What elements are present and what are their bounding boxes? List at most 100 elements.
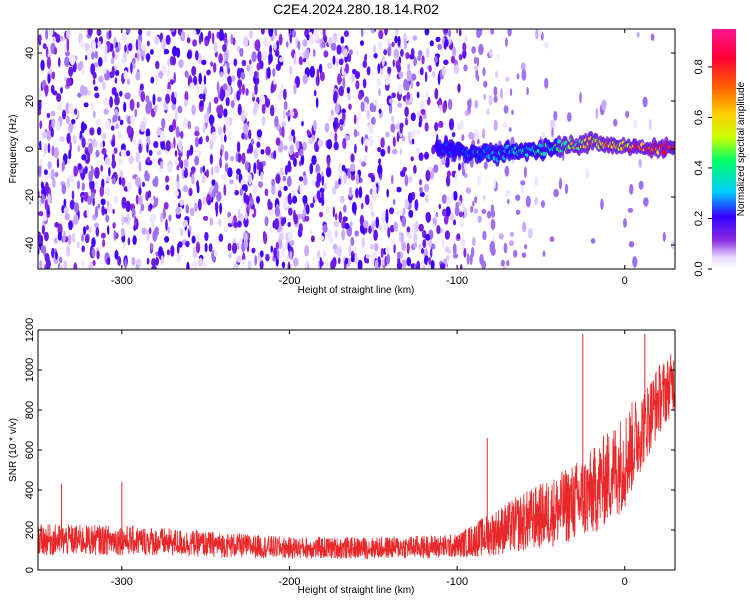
x-tick-label: -100 — [446, 275, 468, 287]
heatmap-cell — [323, 183, 328, 190]
heatmap-cell — [433, 56, 438, 64]
heatmap-cell — [117, 256, 122, 266]
heatmap-cell — [406, 91, 411, 101]
heatmap-cell — [150, 49, 154, 55]
heatmap-cell — [344, 257, 349, 265]
heatmap-cell — [244, 161, 249, 171]
heatmap-cell — [155, 197, 159, 205]
heatmap-cell — [281, 217, 285, 227]
heatmap-cell — [174, 190, 179, 197]
heatmap-cell — [88, 262, 94, 269]
y-tick-label: 0 — [24, 146, 36, 152]
heatmap-cell — [183, 158, 189, 169]
heatmap-cell — [192, 39, 198, 47]
heatmap-cell — [139, 208, 142, 215]
heatmap-cell — [425, 89, 429, 101]
heatmap-cell — [454, 172, 458, 183]
heatmap-cell — [308, 138, 314, 145]
heatmap-cell — [123, 70, 128, 80]
heatmap-cell — [63, 260, 68, 269]
heatmap-cell — [443, 59, 449, 66]
heatmap-cell — [137, 39, 142, 52]
heatmap-cell — [135, 264, 139, 269]
heatmap-cell — [146, 228, 150, 241]
heatmap-cell — [88, 227, 92, 233]
heatmap-cell — [196, 233, 201, 241]
heatmap-cell — [375, 216, 380, 229]
heatmap-cell — [83, 226, 87, 236]
heatmap-x-label: Height of straight line (km) — [298, 285, 415, 296]
heatmap-cell — [422, 239, 427, 249]
heatmap-cell — [295, 140, 300, 151]
heatmap-cell — [112, 50, 115, 59]
heatmap-cell — [380, 137, 385, 149]
heatmap-cell — [304, 259, 308, 269]
heatmap-cell — [56, 157, 60, 169]
heatmap-cell — [319, 235, 325, 241]
heatmap-cell — [182, 185, 189, 193]
heatmap-cell — [146, 40, 150, 47]
heatmap-cell — [43, 169, 48, 176]
heatmap-cell — [153, 105, 158, 113]
heatmap-cell — [110, 125, 115, 131]
heatmap-cell — [158, 246, 163, 256]
heatmap-cell — [284, 165, 288, 176]
heatmap-cell — [55, 120, 61, 131]
y-tick-label: 1000 — [24, 358, 36, 382]
heatmap-cell — [333, 220, 340, 228]
heatmap-cell — [45, 181, 49, 194]
heatmap-cell — [192, 75, 198, 86]
heatmap-cell — [38, 99, 42, 111]
heatmap-cell — [343, 172, 347, 185]
heatmap-cell — [497, 53, 500, 60]
heatmap-cell — [151, 218, 155, 229]
heatmap-cell — [219, 90, 225, 102]
heatmap-cell — [361, 136, 364, 145]
heatmap-cell — [218, 233, 224, 242]
heatmap-cell — [50, 127, 54, 138]
heatmap-cell — [325, 166, 332, 178]
heatmap-cell — [182, 220, 188, 228]
heatmap-cell — [103, 68, 107, 74]
heatmap-cell — [311, 179, 316, 186]
heatmap-cell — [354, 71, 361, 79]
heatmap-cell — [195, 241, 201, 254]
heatmap-cell — [92, 196, 95, 207]
heatmap-ridge-cell — [672, 145, 675, 149]
y-tick-label: -20 — [24, 189, 36, 205]
heatmap-cell — [114, 70, 120, 76]
heatmap-cell — [243, 192, 247, 204]
heatmap-cell — [152, 230, 158, 242]
heatmap-cell — [45, 261, 49, 269]
heatmap-cell — [488, 94, 493, 107]
snr-line — [38, 354, 675, 560]
heatmap-cell — [390, 239, 396, 245]
heatmap-cell — [474, 196, 478, 204]
heatmap-cell — [222, 44, 227, 52]
heatmap-cell — [351, 201, 357, 214]
heatmap-cell — [177, 139, 183, 151]
heatmap-cell — [220, 134, 224, 144]
heatmap-cell — [248, 203, 252, 210]
heatmap-cell — [147, 190, 152, 199]
heatmap-cell — [468, 98, 472, 108]
heatmap-cell — [66, 177, 70, 189]
heatmap-cell — [180, 130, 184, 139]
heatmap-cell — [332, 32, 338, 43]
heatmap-cell — [184, 70, 189, 78]
heatmap-cell — [332, 186, 337, 195]
heatmap-cell — [511, 109, 514, 115]
heatmap-cell — [288, 134, 294, 142]
heatmap-cell — [77, 163, 82, 170]
heatmap-cell — [284, 255, 290, 262]
heatmap-cell — [342, 76, 346, 89]
heatmap-cell — [503, 242, 508, 254]
heatmap-cell — [68, 66, 74, 77]
heatmap-cell — [368, 135, 374, 147]
heatmap-cell — [186, 51, 192, 60]
heatmap-cell — [214, 181, 219, 194]
heatmap-cell — [38, 88, 42, 99]
heatmap-x-ticks: -300 -200 -100 0 — [111, 29, 628, 287]
heatmap-cell — [40, 181, 44, 189]
heatmap-cell — [445, 174, 451, 187]
